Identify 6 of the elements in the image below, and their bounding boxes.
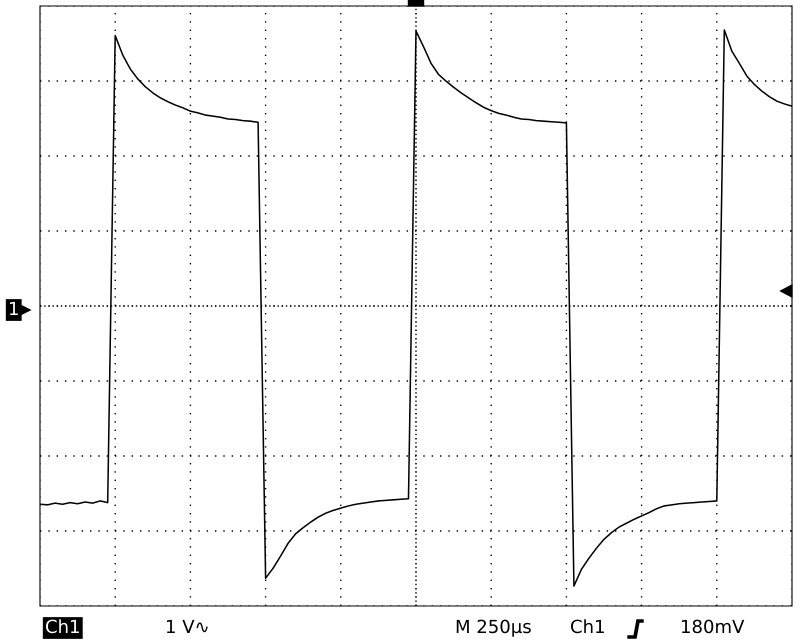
text: Ch1 — [571, 619, 604, 634]
text: 1 — [10, 302, 18, 315]
text: M 250µs — [456, 620, 531, 637]
text: 180mV — [682, 620, 744, 634]
text: 1 V∿ — [166, 620, 208, 633]
text: Ch1 — [46, 619, 79, 634]
